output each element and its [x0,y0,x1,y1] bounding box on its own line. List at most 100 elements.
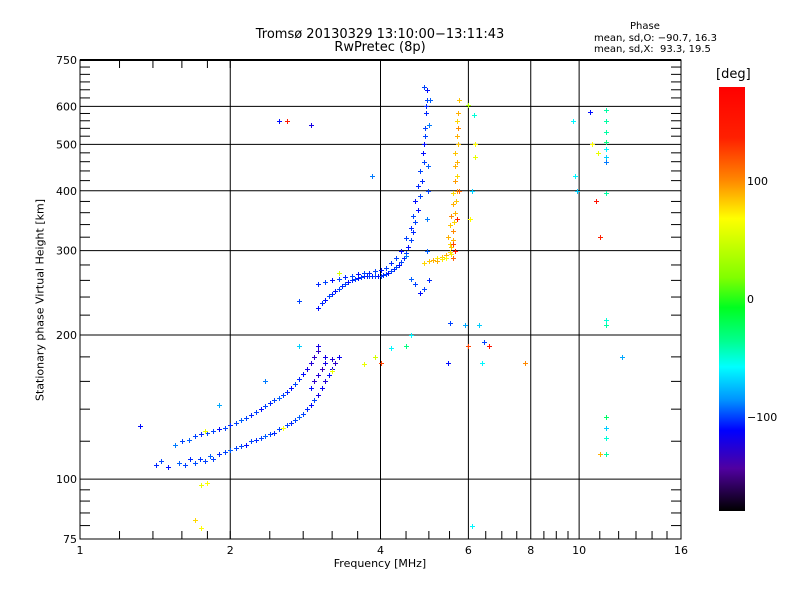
data-point [604,323,609,328]
data-point [456,126,461,131]
data-point [228,448,233,453]
data-point [285,423,290,428]
data-point [454,199,459,204]
data-point [316,373,321,378]
data-point [362,362,367,367]
data-point [449,214,454,219]
data-point [312,398,317,403]
data-point [428,98,433,103]
data-point [453,151,458,156]
data-point [422,287,427,292]
data-point [316,282,321,287]
data-point [425,98,430,103]
data-point [381,273,386,278]
data-point [452,220,457,225]
phase-stats-o-mode: mean, sd,O: −90.7, 16.3 [594,33,717,44]
data-point [356,276,361,281]
data-point [320,367,325,372]
phase-stats-title: Phase [630,21,660,32]
data-point [356,272,361,277]
data-point [370,174,375,179]
data-point [208,454,213,459]
data-point [138,424,143,429]
data-point [424,111,429,116]
phase-stats-x-mode: mean, sd,X: 93.3, 19.5 [594,44,711,55]
data-point [281,393,286,398]
data-point [453,179,458,184]
data-point [316,344,321,349]
chart-subtitle: RwPretec (8p) [334,40,426,55]
data-point [399,260,404,265]
data-point [418,194,423,199]
data-point [301,412,306,417]
x-tick-label: 8 [527,544,534,557]
data-point [259,436,264,441]
data-point [473,142,478,147]
data-point [379,274,384,279]
data-point [422,160,427,165]
data-point [409,226,414,231]
data-point [456,142,461,147]
grid-lines [80,60,681,539]
data-point [154,463,159,468]
x-ticks: 1 2 4 6 8 10 16 [77,60,688,557]
data-point [333,361,338,366]
data-point [323,298,328,303]
x-tick-label: 2 [227,544,234,557]
data-point [455,174,460,179]
data-point [449,245,454,250]
data-point [263,434,268,439]
data-point [234,446,239,451]
data-point [205,431,210,436]
data-point [413,220,418,225]
data-point [455,217,460,222]
data-point [301,372,306,377]
data-point [343,275,348,280]
data-point [389,269,394,274]
data-point [389,261,394,266]
data-point [199,526,204,531]
data-point [297,377,302,382]
data-point [259,407,264,412]
data-point [594,199,599,204]
data-point [449,252,454,257]
data-point [423,126,428,131]
data-point [404,344,409,349]
data-point [297,344,302,349]
colorbar-tick-label: −100 [747,411,777,424]
data-point [183,463,188,468]
data-point [211,457,216,462]
data-point [455,119,460,124]
data-point [451,238,456,243]
data-point [337,271,342,276]
data-point [457,189,462,194]
data-point [453,249,458,254]
data-point [297,299,302,304]
data-point [411,214,416,219]
data-point [281,426,286,431]
data-point [330,292,335,297]
data-point [333,289,338,294]
data-point [604,130,609,135]
data-point [199,432,204,437]
data-point [312,379,317,384]
data-point [435,259,440,264]
data-point [173,443,178,448]
data-point [379,361,384,366]
data-point [451,202,456,207]
data-point [263,379,268,384]
data-point [373,355,378,360]
data-point [413,282,418,287]
data-point [272,431,277,436]
data-point [446,361,451,366]
data-point [411,230,416,235]
data-point [353,277,358,282]
data-point [427,278,432,283]
data-point [268,401,273,406]
data-point [268,432,273,437]
data-point [188,457,193,462]
data-point [203,429,208,434]
data-point [598,235,603,240]
colorbar [719,87,745,511]
